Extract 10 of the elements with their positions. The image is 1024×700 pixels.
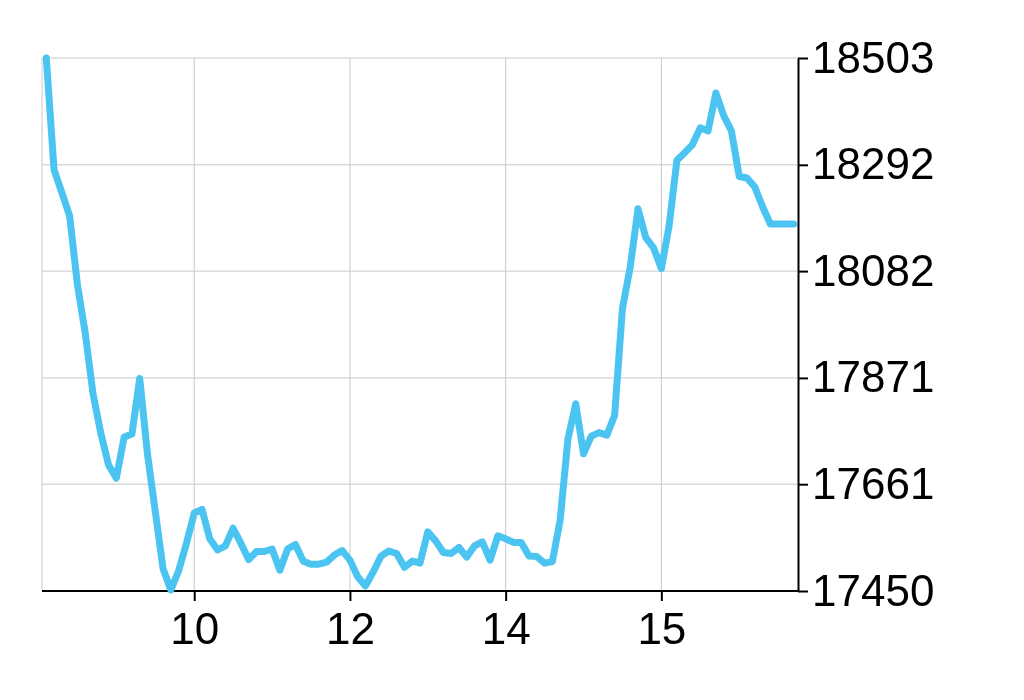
- y-tick-label: 17871: [812, 352, 935, 402]
- x-tick-label: 15: [637, 603, 687, 653]
- y-tick-label: 17450: [812, 565, 935, 615]
- y-tick-label: 18292: [812, 139, 935, 189]
- y-tick-label: 17661: [812, 458, 935, 508]
- y-tick-label: 18503: [812, 32, 935, 82]
- x-tick-label: 14: [481, 603, 531, 653]
- x-tick-label: 12: [325, 603, 375, 653]
- x-tick-label: 10: [170, 603, 220, 653]
- y-tick-label: 18082: [812, 245, 935, 295]
